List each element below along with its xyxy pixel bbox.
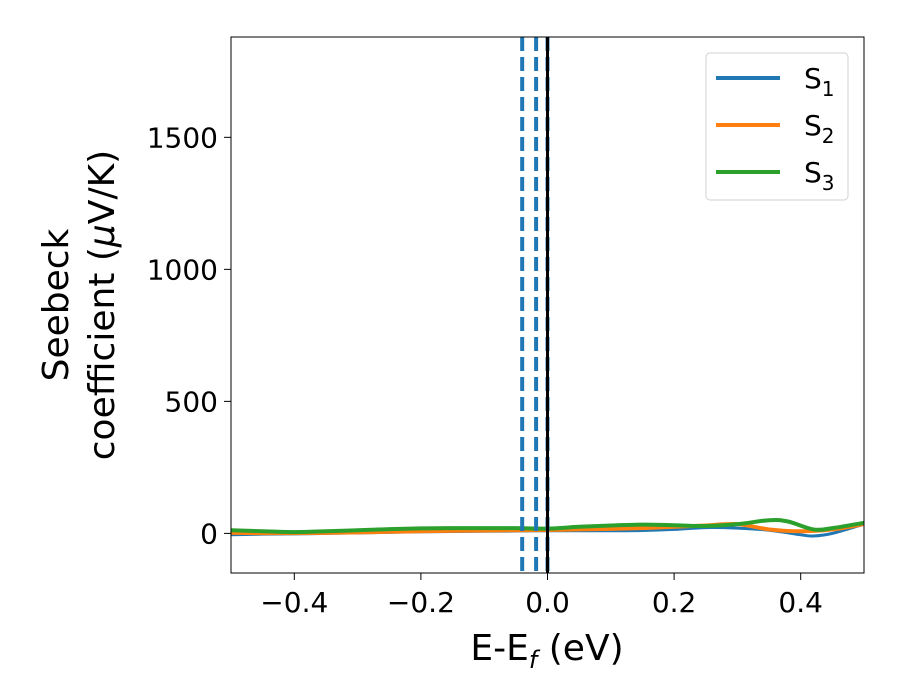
y-axis-label-line2: coefficient (μV/K) (82, 150, 123, 460)
x-tick-label: 0.4 (778, 586, 823, 619)
x-tick-label: −0.4 (260, 586, 328, 619)
legend-label-3: S3 (804, 156, 835, 195)
y-tick-label: 500 (165, 385, 218, 418)
y-tick-label: 0 (200, 517, 218, 550)
legend-label-2: S2 (804, 109, 835, 148)
x-tick-label: 0.0 (525, 586, 570, 619)
legend-label-1: S1 (804, 62, 835, 101)
x-axis-ticks: −0.4 −0.2 0.0 0.2 0.4 (260, 573, 823, 619)
vertical-lines-layer (520, 37, 550, 573)
y-axis-ticks: 0 500 1000 1500 (147, 121, 231, 550)
x-tick-label: −0.2 (387, 586, 455, 619)
y-axis-label-line1: Seebeck (36, 228, 77, 381)
y-tick-label: 1000 (147, 253, 218, 286)
x-tick-label: 0.2 (652, 586, 697, 619)
y-tick-label: 1500 (147, 121, 218, 154)
y-axis-label: Seebeck coefficient (μV/K) (36, 150, 123, 460)
legend: S1 S2 S3 (705, 52, 849, 201)
series-line-3 (231, 517, 864, 535)
x-axis-label: E-Ef (eV) (470, 628, 623, 674)
